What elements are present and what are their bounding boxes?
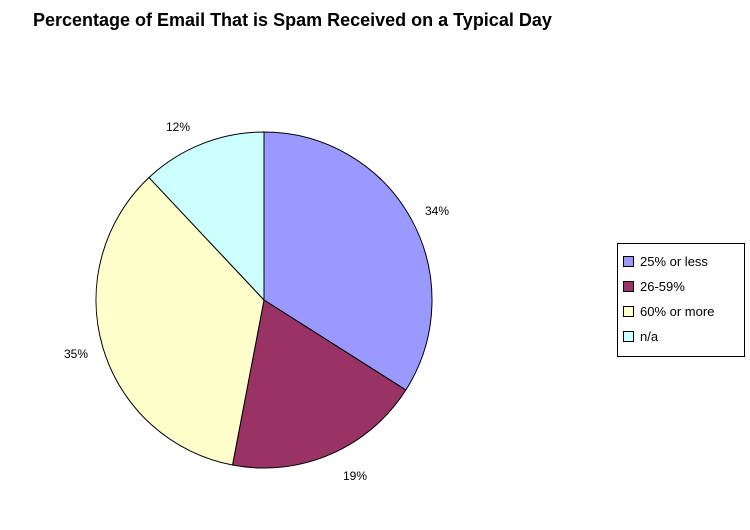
legend: 25% or less 26-59% 60% or more n/a: [617, 243, 745, 357]
legend-label: n/a: [640, 329, 659, 344]
legend-swatch: [623, 331, 634, 342]
legend-item: 25% or less: [623, 249, 744, 274]
slice-data-label: 34%: [425, 204, 449, 218]
slice-data-label: 35%: [64, 347, 88, 361]
legend-swatch: [623, 306, 634, 317]
pie-slice-1: [263, 131, 433, 391]
pie-slice-4: [148, 131, 265, 302]
pie-slices: [95, 131, 433, 469]
chart-title: Percentage of Email That is Spam Receive…: [33, 10, 552, 30]
legend-label: 26-59%: [640, 279, 685, 294]
legend-swatch: [623, 256, 634, 267]
legend-swatch: [623, 281, 634, 292]
pie-data-labels: 34% 19% 35% 12%: [64, 120, 449, 483]
slice-data-label: 19%: [343, 469, 367, 483]
legend-item: n/a: [623, 324, 744, 349]
legend-item: 26-59%: [623, 274, 744, 299]
slice-data-label: 12%: [166, 120, 190, 134]
pie-slice-2: [231, 299, 407, 469]
legend-item: 60% or more: [623, 299, 744, 324]
pie-slice-3: [95, 176, 265, 466]
legend-label: 60% or more: [640, 304, 715, 319]
legend-label: 25% or less: [640, 254, 708, 269]
